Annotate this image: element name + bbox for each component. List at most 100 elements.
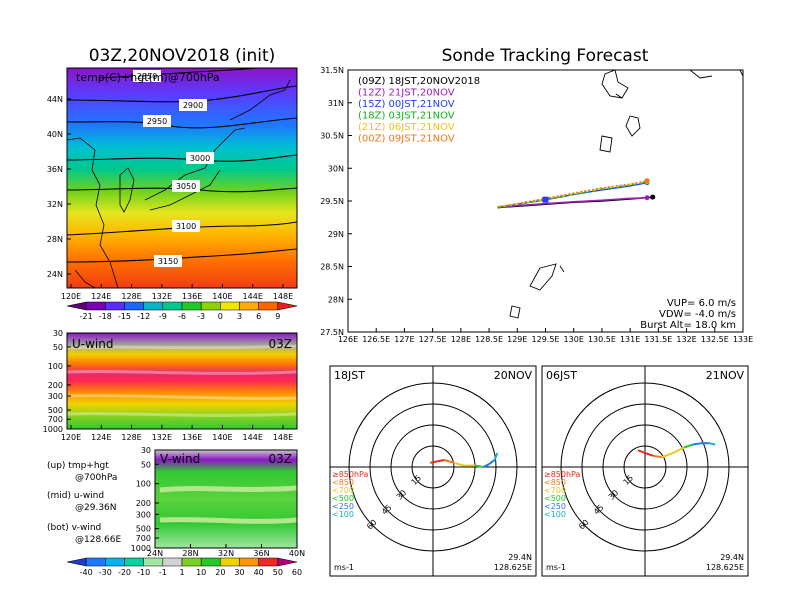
wind-colorbar-swatch [124, 557, 144, 567]
u-wind-texture [67, 344, 297, 417]
track-lon-tick-label: 128E [451, 335, 471, 344]
lat-tick-label: 28N [182, 549, 198, 558]
track-lon-tick-label: 131E [620, 335, 640, 344]
lon-tick-label: 136E [182, 433, 202, 442]
lon-tick-label: 120E [61, 433, 81, 442]
left-top-title: 03Z,20NOV2018 (init) [89, 46, 276, 66]
vdw-text: VDW= -4.0 m/s [659, 309, 736, 320]
wind-colorbar: -40 -30 -20 -10 -1 1 10 20 30 40 50 60 [66, 557, 302, 577]
lat-tick-label: 28N [47, 235, 63, 244]
temperature-map-frame [66, 67, 298, 289]
track-lat-tick-label: 31N [328, 99, 344, 108]
temp-colorbar-label: -15 [118, 312, 131, 321]
pressure-tick-label: 30 [141, 446, 151, 455]
layer-label: ≥850hPa [544, 470, 581, 479]
track-lat-tick-label: 27.5N [320, 328, 344, 337]
temp-colorbar-label: -21 [80, 312, 93, 321]
contour-label: 2850 [137, 72, 157, 81]
panel-notes: (up) tmp+hgt @700hPa (mid) u-wind @29.36… [47, 461, 121, 545]
track-legend: (09Z) 18JST,20NOV2018(12Z) 21JST,20NOV(1… [358, 76, 480, 145]
hodograph-segment [443, 459, 455, 464]
wind-colorbar-swatch [258, 557, 279, 567]
note-line: @700hPa [75, 473, 117, 483]
hodograph-time: 18JST [334, 369, 365, 382]
contour-label: 3000 [190, 154, 210, 163]
wind-colorbar-label: 30 [234, 568, 244, 577]
wind-colorbar-swatch [105, 557, 125, 567]
track-series [497, 178, 656, 209]
pressure-tick-label: 200 [48, 381, 63, 390]
contour-labels: 2850 2900 2950 3000 3050 3100 3150 [133, 70, 214, 267]
contour-label: 3150 [158, 257, 178, 266]
track-lat-tick-label: 30.5N [320, 132, 344, 141]
left-top-lon-axis: 120E 124E 128E 132E 136E 140E 144E 148E [61, 284, 293, 301]
temp-colorbar-swatch [200, 301, 221, 311]
track-lat-tick-label: 28N [328, 295, 344, 304]
lon-tick-label: 140E [212, 292, 232, 301]
temp-colorbar-label: 0 [218, 312, 223, 321]
track-lat-tick-label: 31.5N [320, 66, 344, 75]
center-lon: 128.625E [494, 563, 532, 572]
track-lat-axis: 31.5N 31N 30.5N 30N 29.5N 29N 28.5N 28N 27.5N [320, 66, 352, 337]
v-wind-texture [159, 485, 297, 524]
track-map: (09Z) 18JST,20NOV2018(12Z) 21JST,20NOV(1… [347, 69, 744, 333]
pressure-tick-label: 30 [53, 329, 63, 338]
center-lat: 29.4N [720, 553, 744, 562]
hodograph-segment [493, 452, 499, 461]
burst-point [644, 178, 650, 184]
track-lon-tick-label: 129.5E [532, 335, 560, 344]
layer-label: <100 [544, 510, 566, 519]
track-lat-tick-label: 29N [328, 230, 344, 239]
note-line: (mid) u-wind [47, 491, 104, 501]
v-wind-label: V-wind [160, 452, 200, 466]
temp-colorbar-swatch [66, 301, 87, 311]
lon-tick-label: 128E [121, 292, 141, 301]
legend-entry: (15Z) 00JST,21NOV [358, 99, 455, 110]
v-wind-time: 03Z [269, 452, 293, 466]
wind-colorbar-label: -40 [80, 568, 93, 577]
wind-colorbar-label: 50 [273, 568, 283, 577]
note-line: (up) tmp+hgt [47, 461, 109, 471]
burst-point [650, 194, 656, 200]
lat-tick-label: 32N [47, 200, 63, 209]
temp-colorbar-swatch [143, 301, 164, 311]
center-lon: 128.625E [706, 563, 744, 572]
u-wind-label: U-wind [72, 337, 113, 351]
center-lat: 29.4N [508, 553, 532, 562]
wind-colorbar-swatch [66, 557, 87, 567]
track-line [497, 179, 648, 208]
lon-tick-label: 140E [212, 433, 232, 442]
unit-label: ms-1 [334, 563, 354, 572]
temp-colorbar-label: -3 [197, 312, 205, 321]
temperature-map: 2850 2900 2950 3000 3050 3100 3150 temp(… [66, 67, 298, 289]
wind-colorbar-swatch [162, 557, 183, 567]
pressure-tick-label: 100 [136, 480, 151, 489]
lat-tick-label: 32N [218, 549, 234, 558]
lat-tick-label: 24N [47, 270, 63, 279]
layer-label: <500 [332, 494, 354, 503]
layer-label: <500 [544, 494, 566, 503]
lon-tick-label: 148E [273, 433, 293, 442]
vup-text: VUP= 6.0 m/s [667, 298, 736, 309]
wind-colorbar-label: -1 [159, 568, 167, 577]
track-lon-tick-label: 130.5E [588, 335, 616, 344]
layer-label: <700 [332, 486, 354, 495]
wind-colorbar-label: -10 [137, 568, 150, 577]
wind-colorbar-label: 60 [292, 568, 302, 577]
coastlines [67, 79, 291, 288]
v-wind-field [155, 450, 297, 548]
legend-entry: (18Z) 03JST,21NOV [358, 111, 455, 122]
track-line [497, 196, 648, 209]
lat-tick-label: 40N [47, 130, 63, 139]
wind-colorbar-swatch [277, 557, 298, 567]
track-lon-tick-label: 129E [507, 335, 527, 344]
burst-text: Burst Alt= 18.0 km [640, 320, 736, 331]
layer-label: <850 [332, 478, 354, 487]
track-lon-tick-label: 130E [564, 335, 584, 344]
burst-point [644, 195, 650, 201]
wind-colorbar-swatch [239, 557, 259, 567]
hodograph-segment [474, 464, 484, 468]
